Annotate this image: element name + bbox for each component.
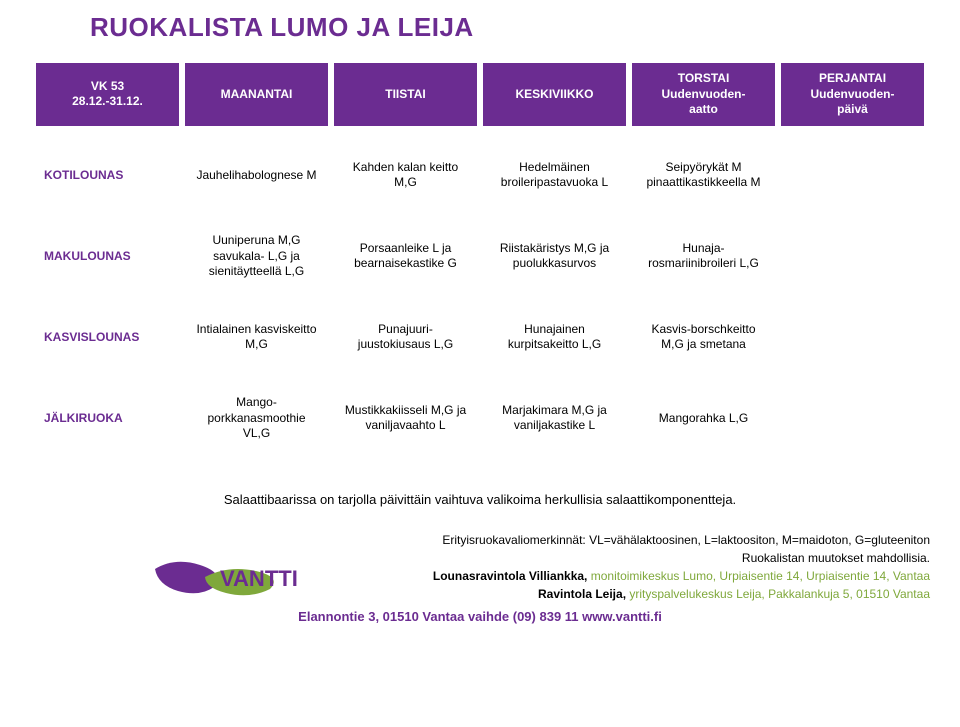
- cell: Mangorahka L,G: [632, 387, 775, 450]
- cell: Punajuuri-juustokiusaus L,G: [334, 314, 477, 361]
- footer-line3-green: monitoimikeskus Lumo, Urpiaisentie 14, U…: [591, 569, 930, 583]
- cell: [781, 314, 924, 361]
- vantti-logo-icon: VANTTI: [150, 551, 320, 601]
- cell: Hunaja-rosmariinibroileri L,G: [632, 225, 775, 288]
- header-day-thu: TORSTAIUudenvuoden-aatto: [632, 63, 775, 126]
- cell: Hedelmäinenbroileripastavuoka L: [483, 152, 626, 199]
- page-title: RUOKALISTA LUMO JA LEIJA: [90, 12, 930, 43]
- svg-text:VANTTI: VANTTI: [220, 566, 298, 591]
- footer-line4-bold: Ravintola Leija,: [538, 587, 629, 601]
- cell: Intialainen kasviskeittoM,G: [185, 314, 328, 361]
- row-kasvislounas: KASVISLOUNAS Intialainen kasviskeittoM,G…: [36, 314, 924, 361]
- rowlabel-jalkiruoka: JÄLKIRUOKA: [36, 387, 179, 450]
- cell: Seipyörykät Mpinaattikastikkeella M: [632, 152, 775, 199]
- footer-line4-green: yrityspalvelukeskus Leija, Pakkalankuja …: [629, 587, 930, 601]
- header-row: VK 5328.12.-31.12. MAANANTAI TIISTAI KES…: [36, 63, 924, 126]
- cell: Uuniperuna M,Gsavukala- L,G jasienitäytt…: [185, 225, 328, 288]
- header-day-tue: TIISTAI: [334, 63, 477, 126]
- cell: Marjakimara M,G javaniljakastike L: [483, 387, 626, 450]
- rowlabel-kotilounas: KOTILOUNAS: [36, 152, 179, 199]
- note-row: Salaattibaarissa on tarjolla päivittäin …: [36, 476, 924, 519]
- note-text: Salaattibaarissa on tarjolla päivittäin …: [36, 476, 924, 519]
- cell: Jauhelihabolognese M: [185, 152, 328, 199]
- cell: [781, 152, 924, 199]
- cell: [781, 387, 924, 450]
- cell: [781, 225, 924, 288]
- row-kotilounas: KOTILOUNAS Jauhelihabolognese M Kahden k…: [36, 152, 924, 199]
- logo: VANTTI: [150, 551, 320, 601]
- rowlabel-kasvislounas: KASVISLOUNAS: [36, 314, 179, 361]
- cell: Hunajainenkurpitsakeitto L,G: [483, 314, 626, 361]
- menu-table: VK 5328.12.-31.12. MAANANTAI TIISTAI KES…: [30, 57, 930, 525]
- footer-line1: Erityisruokavaliomerkinnät: VL=vähälakto…: [30, 531, 930, 549]
- header-week: VK 5328.12.-31.12.: [36, 63, 179, 126]
- header-day-wed: KESKIVIIKKO: [483, 63, 626, 126]
- row-jalkiruoka: JÄLKIRUOKA Mango-porkkanasmoothieVL,G Mu…: [36, 387, 924, 450]
- cell: Porsaanleike L jabearnaisekastike G: [334, 225, 477, 288]
- cell: Mango-porkkanasmoothieVL,G: [185, 387, 328, 450]
- rowlabel-makulounas: MAKULOUNAS: [36, 225, 179, 288]
- header-day-fri: PERJANTAIUudenvuoden-päivä: [781, 63, 924, 126]
- footer-line3-bold: Lounasravintola Villiankka,: [433, 569, 591, 583]
- cell: Kasvis-borschkeittoM,G ja smetana: [632, 314, 775, 361]
- footer-address: Elannontie 3, 01510 Vantaa vaihde (09) 8…: [30, 609, 930, 624]
- header-day-mon: MAANANTAI: [185, 63, 328, 126]
- row-makulounas: MAKULOUNAS Uuniperuna M,Gsavukala- L,G j…: [36, 225, 924, 288]
- cell: Riistakäristys M,G japuolukkasurvos: [483, 225, 626, 288]
- cell: Mustikkakiisseli M,G javaniljavaahto L: [334, 387, 477, 450]
- cell: Kahden kalan keittoM,G: [334, 152, 477, 199]
